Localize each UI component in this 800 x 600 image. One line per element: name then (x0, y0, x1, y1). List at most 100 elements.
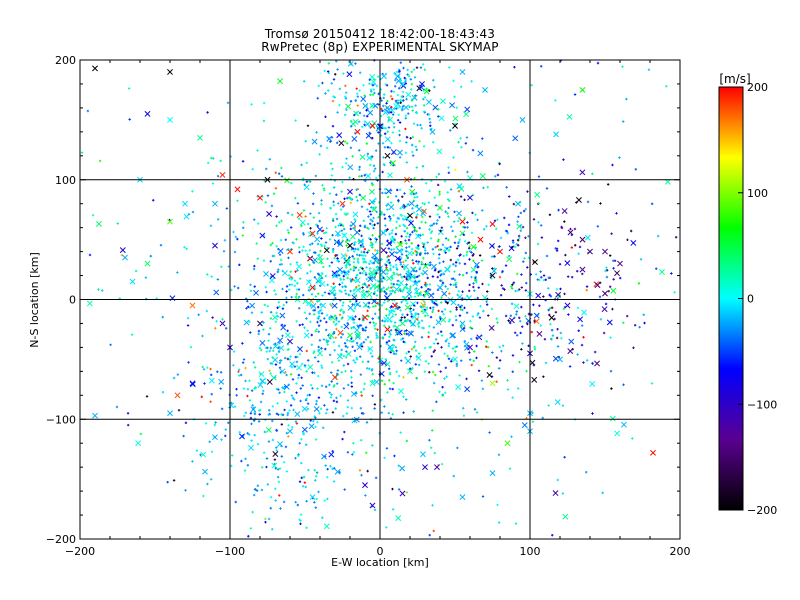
data-point (288, 358, 291, 361)
data-point (363, 94, 366, 97)
data-point (458, 254, 461, 257)
data-point (521, 325, 524, 328)
data-point (332, 95, 335, 98)
data-point (424, 249, 427, 252)
data-point (282, 303, 285, 307)
data-point (280, 455, 283, 458)
data-point (332, 399, 336, 403)
data-point-cross (347, 188, 353, 195)
data-point (401, 337, 405, 340)
data-point (262, 119, 266, 123)
data-point (544, 361, 548, 365)
data-point (260, 311, 263, 314)
data-point (249, 289, 253, 293)
data-point (451, 229, 454, 233)
data-point (466, 170, 469, 174)
data-point (362, 250, 366, 254)
data-point (402, 66, 405, 70)
data-point (284, 238, 287, 241)
data-point (389, 189, 393, 192)
data-point-cross (602, 290, 608, 297)
data-point (352, 310, 355, 313)
data-point (420, 319, 424, 322)
data-point (283, 356, 287, 360)
data-point (327, 137, 331, 140)
data-point (411, 252, 415, 255)
data-point (352, 261, 356, 264)
data-point (364, 494, 367, 497)
data-point (524, 314, 527, 318)
data-point (285, 285, 289, 288)
data-point (405, 204, 408, 208)
data-point (352, 325, 356, 329)
data-point (443, 180, 447, 183)
data-point (375, 266, 378, 269)
data-point (191, 210, 195, 214)
data-point (288, 288, 291, 291)
data-point (225, 207, 229, 210)
data-point (376, 75, 380, 78)
data-point (321, 184, 324, 187)
data-point-cross (477, 150, 484, 157)
data-point (331, 219, 335, 222)
data-point (346, 322, 349, 325)
data-point (176, 373, 180, 376)
data-point (300, 163, 303, 167)
data-point-cross (456, 183, 463, 190)
data-point-cross (489, 380, 496, 387)
data-point (365, 421, 369, 424)
data-point (206, 482, 209, 486)
data-point (268, 349, 271, 353)
data-point (306, 124, 310, 127)
data-point (335, 396, 338, 400)
data-point (272, 192, 276, 195)
data-point (553, 317, 556, 321)
data-point (313, 415, 316, 418)
data-point-cross (219, 172, 226, 178)
data-point (487, 283, 490, 287)
data-point (314, 506, 318, 509)
data-point (209, 478, 213, 481)
data-point (339, 309, 342, 312)
data-point (472, 259, 475, 263)
data-point (385, 268, 388, 271)
data-point (415, 246, 418, 249)
data-point (302, 293, 305, 297)
data-point (300, 376, 303, 379)
data-point (246, 394, 249, 398)
data-point (369, 213, 373, 216)
data-point-cross (272, 451, 279, 457)
data-point (275, 428, 278, 432)
data-point (386, 269, 390, 272)
data-point (470, 231, 474, 235)
data-point (302, 245, 305, 249)
data-point (382, 96, 385, 100)
data-point (343, 258, 347, 261)
data-point (301, 323, 304, 326)
data-point (366, 152, 370, 156)
data-point (274, 342, 277, 346)
data-point (210, 156, 213, 160)
data-point (424, 221, 427, 224)
data-point (309, 419, 312, 422)
data-point-cross (328, 332, 335, 339)
data-point (391, 315, 394, 318)
data-point-cross (248, 444, 254, 451)
data-point (412, 308, 415, 312)
data-point (402, 203, 405, 207)
data-point (248, 379, 251, 382)
data-point (536, 278, 539, 281)
data-point (330, 82, 333, 85)
data-point (447, 342, 451, 345)
data-point (383, 229, 387, 232)
data-point (404, 151, 408, 154)
data-point (394, 232, 398, 236)
data-point (333, 256, 336, 260)
data-point (337, 260, 341, 263)
data-point (396, 101, 400, 105)
data-point (369, 93, 372, 96)
data-point (470, 251, 473, 254)
data-point (345, 244, 348, 247)
data-point-cross (419, 81, 425, 88)
